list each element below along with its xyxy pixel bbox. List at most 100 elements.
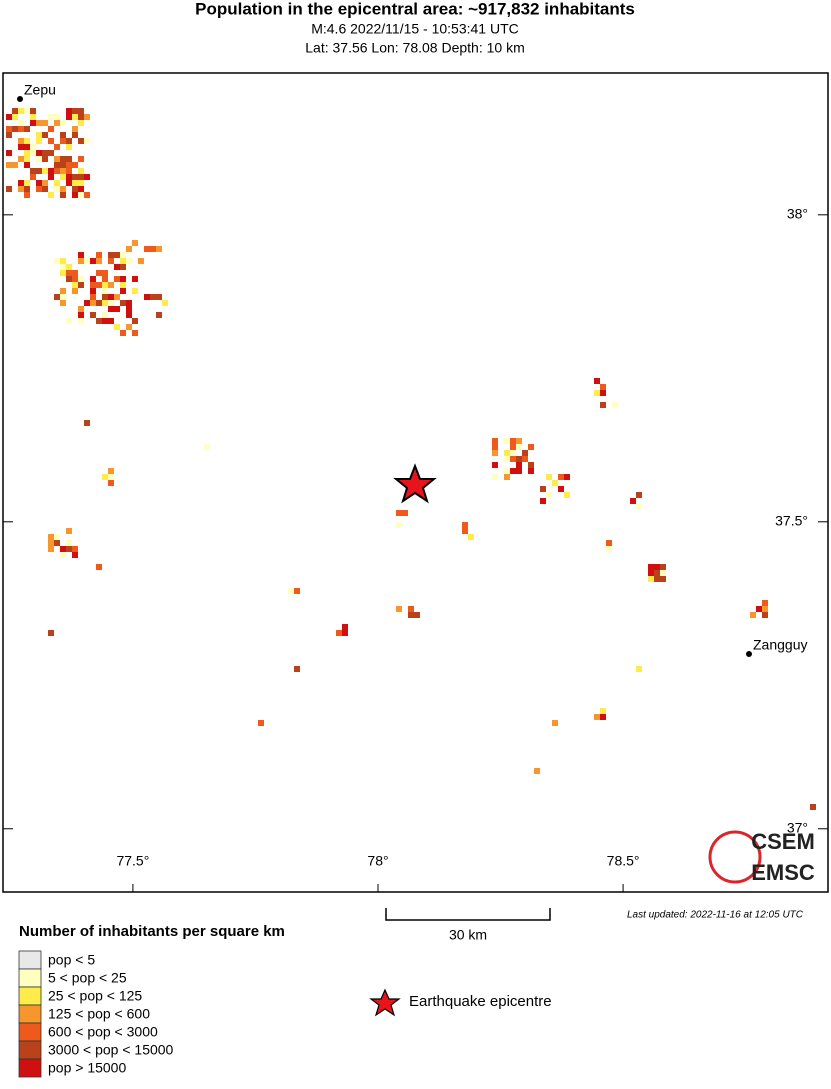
pop-cell <box>648 564 654 570</box>
pop-cell <box>510 468 516 474</box>
pop-cell <box>84 300 90 306</box>
pop-cell <box>126 258 132 264</box>
pop-cell <box>42 156 48 162</box>
pop-cell <box>54 186 60 192</box>
pop-cell <box>606 546 612 552</box>
pop-cell <box>126 300 132 306</box>
pop-cell <box>60 300 66 306</box>
pop-cell <box>108 258 114 264</box>
pop-cell <box>510 450 516 456</box>
pop-cell <box>108 318 114 324</box>
pop-cell <box>24 144 30 150</box>
pop-cell <box>96 258 102 264</box>
legend-star <box>369 988 401 1017</box>
pop-cell <box>78 108 84 114</box>
pop-cell <box>654 570 660 576</box>
pop-cell <box>492 474 498 480</box>
population-grid <box>6 108 816 810</box>
pop-cell <box>120 252 126 258</box>
place-dot <box>17 96 23 102</box>
pop-cell <box>78 306 84 312</box>
pop-cell <box>78 156 84 162</box>
pop-cell <box>72 132 78 138</box>
pop-cell <box>60 270 66 276</box>
pop-cell <box>66 318 72 324</box>
pop-cell <box>42 168 48 174</box>
pop-cell <box>60 264 66 270</box>
pop-cell <box>552 720 558 726</box>
pop-cell <box>72 192 78 198</box>
pop-cell <box>18 156 24 162</box>
pop-cell <box>96 564 102 570</box>
pop-cell <box>30 150 36 156</box>
pop-cell <box>12 108 18 114</box>
pop-cell <box>594 390 600 396</box>
pop-cell <box>60 138 66 144</box>
pop-cell <box>492 462 498 468</box>
pop-cell <box>114 264 120 270</box>
pop-cell <box>36 120 42 126</box>
pop-cell <box>54 534 60 540</box>
legend-label: Earthquake epicentre <box>409 993 552 1010</box>
pop-cell <box>48 168 54 174</box>
pop-cell <box>636 504 642 510</box>
pop-cell <box>24 138 30 144</box>
pop-cell <box>120 330 126 336</box>
pop-cell <box>78 120 84 126</box>
pop-cell <box>72 186 78 192</box>
pop-cell <box>96 252 102 258</box>
pop-cell <box>396 522 402 528</box>
legend-swatch <box>18 1022 42 1042</box>
pop-cell <box>84 114 90 120</box>
pop-cell <box>108 294 114 300</box>
pop-cell <box>84 138 90 144</box>
pop-cell <box>96 282 102 288</box>
pop-cell <box>594 378 600 384</box>
legend-swatch <box>18 1004 42 1024</box>
pop-cell <box>468 534 474 540</box>
scale-bar <box>385 908 551 921</box>
pop-cell <box>48 114 54 120</box>
logo: CSEM EMSC <box>708 829 815 885</box>
pop-cell <box>48 630 54 636</box>
pop-cell <box>120 258 126 264</box>
pop-cell <box>114 252 120 258</box>
pop-cell <box>24 156 30 162</box>
pop-cell <box>492 450 498 456</box>
pop-cell <box>600 390 606 396</box>
pop-cell <box>72 162 78 168</box>
pop-cell <box>36 186 42 192</box>
pop-cell <box>540 486 546 492</box>
pop-cell <box>204 444 210 450</box>
pop-cell <box>600 708 606 714</box>
x-tick-label: 77.5° <box>116 853 149 869</box>
pop-cell <box>504 474 510 480</box>
pop-cell <box>66 546 72 552</box>
pop-cell <box>162 300 168 306</box>
pop-cell <box>84 258 90 264</box>
pop-cell <box>78 180 84 186</box>
pop-cell <box>522 450 528 456</box>
pop-cell <box>114 324 120 330</box>
pop-cell <box>60 258 66 264</box>
pop-cell <box>42 132 48 138</box>
place-label: Zangguy <box>753 637 807 653</box>
logo-text: EMSC <box>751 860 815 885</box>
pop-cell <box>6 186 12 192</box>
y-tick-label: 37.5° <box>775 512 808 528</box>
pop-cell <box>114 276 120 282</box>
pop-cell <box>126 246 132 252</box>
pop-cell <box>126 324 132 330</box>
pop-cell <box>54 156 60 162</box>
details: Lat: 37.56 Lon: 78.08 Depth: 10 km <box>305 40 525 56</box>
pop-cell <box>750 612 756 618</box>
last-updated: Last updated: 2022-11-16 at 12:05 UTC <box>627 910 804 921</box>
pop-cell <box>156 246 162 252</box>
pop-cell <box>132 288 138 294</box>
pop-cell <box>90 258 96 264</box>
pop-cell <box>492 444 498 450</box>
pop-cell <box>78 138 84 144</box>
pop-cell <box>18 126 24 132</box>
pop-cell <box>36 132 42 138</box>
